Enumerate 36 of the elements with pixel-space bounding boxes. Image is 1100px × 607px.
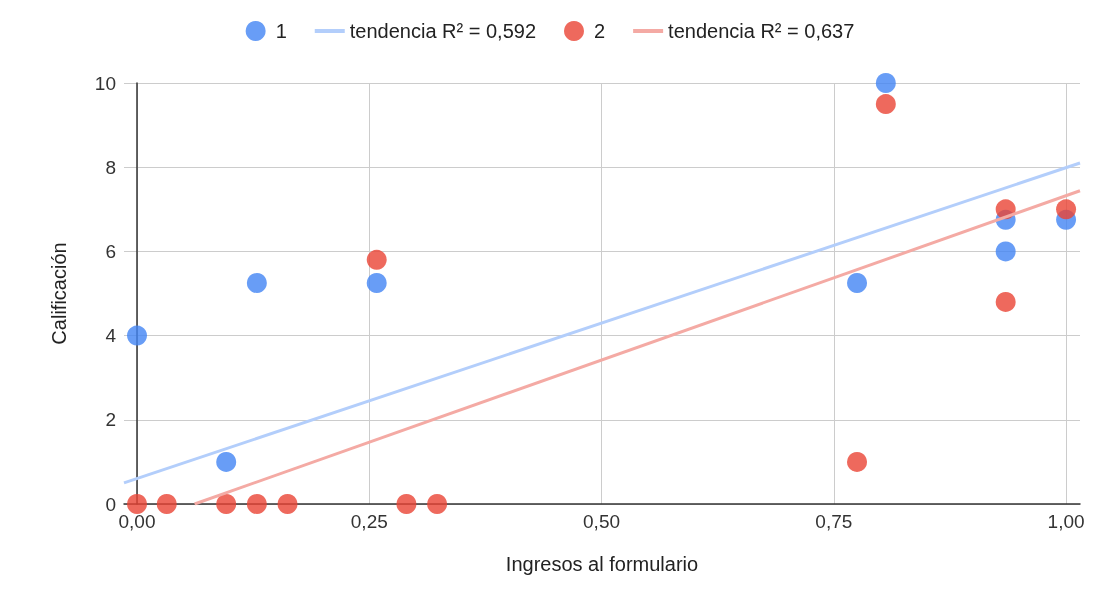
x-axis-title: Ingresos al formulario [505,553,699,575]
point [1056,199,1077,220]
point [246,494,267,514]
x-tick-label: 0,75 [815,511,853,532]
y-axis-title: Calificación [48,242,70,345]
point [366,249,387,270]
point [847,451,868,472]
x-tick-label: 1,00 [1047,511,1085,532]
point [995,291,1016,312]
point [127,494,148,514]
x-tick-label: 0,00 [118,511,156,532]
point [875,73,896,93]
point [216,451,237,472]
x-tick-label: 0,50 [583,511,621,532]
y-tick-label: 6 [105,240,116,262]
point [246,272,267,293]
legend-label: 1 [275,20,287,42]
y-tick-label: 2 [105,409,116,431]
point [875,94,896,115]
legend-label: tendencia R² = 0,637 [668,20,855,42]
point [277,494,298,514]
point [216,494,237,514]
y-tick-label: 10 [94,72,116,94]
x-tick-label: 0,25 [350,511,388,532]
legend-label: 2 [594,20,606,42]
y-tick-label: 0 [105,493,116,515]
point [427,494,448,514]
point [366,272,387,293]
point [847,272,868,293]
y-tick-label: 8 [105,156,116,178]
y-tick-label: 4 [105,325,117,347]
legend-label: tendencia R² = 0,592 [349,20,537,42]
point [396,494,417,514]
point [995,241,1016,262]
point [156,494,177,514]
point [127,325,148,346]
